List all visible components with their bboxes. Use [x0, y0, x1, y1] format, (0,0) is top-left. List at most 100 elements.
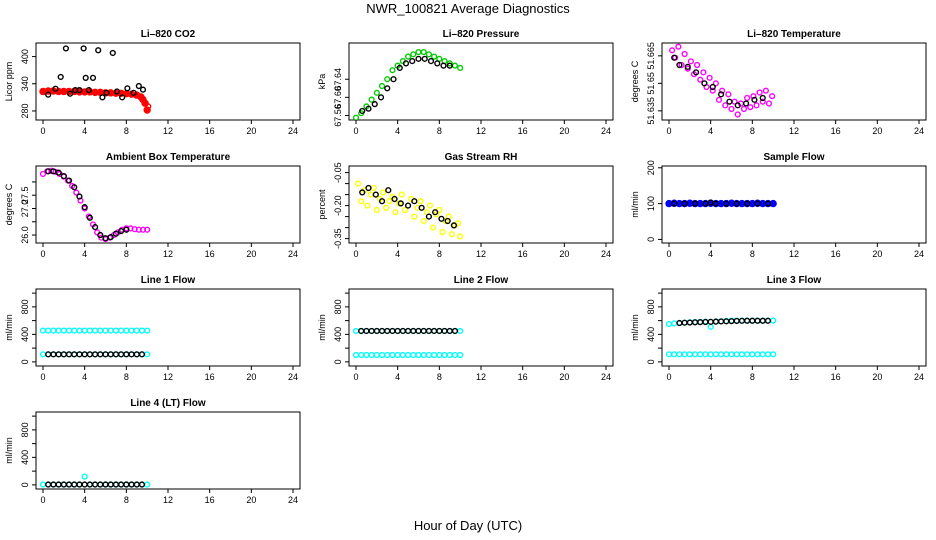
- data-point: [52, 85, 59, 92]
- panel-title: Line 1 Flow: [141, 275, 196, 286]
- data-point: [91, 481, 99, 488]
- plot-frame: [35, 411, 301, 490]
- data-point: [144, 351, 151, 358]
- x-tick-label: 8: [124, 126, 129, 136]
- x-tick-label: 4: [82, 495, 87, 505]
- data-point: [750, 93, 757, 100]
- data-point: [749, 351, 756, 358]
- data-point: [118, 351, 125, 358]
- data-point: [681, 351, 688, 358]
- data-point: [681, 50, 688, 58]
- x-tick-label: 8: [124, 495, 129, 505]
- data-point: [97, 231, 104, 239]
- data-point: [418, 204, 425, 211]
- data-point: [431, 327, 438, 335]
- data-point: [415, 55, 422, 62]
- data-point: [128, 481, 135, 488]
- data-point: [107, 481, 114, 488]
- data-point: [389, 67, 396, 74]
- x-tick-label: 12: [789, 249, 799, 259]
- data-point: [692, 69, 700, 76]
- data-point: [91, 327, 99, 334]
- data-point: [386, 198, 393, 205]
- y-tick-label: -0.05: [333, 162, 343, 183]
- data-point: [39, 170, 47, 178]
- data-point: [765, 100, 773, 107]
- data-point: [135, 82, 142, 90]
- data-point: [373, 351, 380, 359]
- data-point: [65, 177, 73, 184]
- data-point: [394, 351, 401, 359]
- markers: [665, 199, 777, 208]
- panel-title: Sample Flow: [763, 152, 824, 163]
- x-tick-label: 4: [82, 126, 87, 136]
- data-point: [97, 351, 104, 358]
- data-point: [764, 200, 772, 207]
- data-point: [402, 60, 410, 67]
- data-point: [71, 351, 78, 358]
- x-tick-label: 16: [205, 126, 215, 136]
- data-point: [697, 351, 704, 358]
- data-point: [144, 481, 151, 488]
- data-point: [444, 217, 451, 225]
- y-tick-label: 400: [20, 49, 30, 64]
- y-axis-label: kPa: [317, 74, 327, 90]
- x-tick-label: 4: [708, 126, 713, 136]
- data-point: [446, 60, 453, 67]
- x-tick-label: 20: [559, 249, 569, 259]
- data-point: [457, 327, 464, 335]
- y-tick-label: 800: [20, 299, 30, 314]
- x-tick-label: 4: [395, 126, 400, 136]
- data-point: [691, 351, 699, 358]
- data-point: [39, 327, 47, 334]
- data-point: [76, 481, 83, 488]
- data-point: [756, 89, 763, 96]
- data-point: [404, 202, 412, 209]
- x-tick-label: 12: [163, 249, 173, 259]
- data-point: [363, 351, 370, 359]
- x-tick-label: 8: [124, 372, 129, 382]
- data-point: [45, 481, 52, 488]
- y-axis-label: percent: [317, 189, 327, 220]
- data-point: [722, 102, 729, 109]
- data-point: [707, 323, 714, 330]
- data-point: [665, 320, 673, 328]
- data-point: [364, 202, 371, 209]
- data-point: [438, 215, 445, 222]
- data-point: [734, 102, 741, 109]
- plot-frame: [661, 288, 927, 367]
- data-point: [76, 87, 83, 94]
- data-point: [128, 327, 135, 334]
- data-point: [409, 58, 416, 65]
- y-tick-label: 400: [333, 327, 343, 342]
- data-point: [102, 327, 109, 334]
- data-point: [45, 351, 52, 358]
- data-point: [50, 351, 57, 358]
- x-tick-label: 24: [288, 372, 298, 382]
- data-point: [436, 351, 443, 359]
- data-point: [678, 61, 685, 69]
- x-tick-label: 4: [82, 372, 87, 382]
- x-tick-label: 0: [666, 372, 671, 382]
- x-tick-label: 4: [708, 372, 713, 382]
- x-tick-label: 24: [601, 126, 611, 136]
- x-tick-label: 24: [288, 495, 298, 505]
- data-point: [81, 481, 88, 488]
- data-point: [702, 351, 709, 358]
- data-point: [144, 226, 151, 233]
- y-tick-label: 800: [333, 299, 343, 314]
- y-axis-label: ml/min: [630, 314, 640, 341]
- x-tick-label: 0: [40, 126, 45, 136]
- data-point: [415, 351, 422, 359]
- data-point: [138, 351, 146, 358]
- data-point: [399, 327, 406, 335]
- x-tick-label: 20: [872, 126, 882, 136]
- x-tick-label: 12: [163, 495, 173, 505]
- data-point: [62, 45, 70, 52]
- data-point: [676, 61, 683, 69]
- data-point: [747, 104, 754, 111]
- data-point: [50, 168, 57, 175]
- data-point: [425, 327, 433, 335]
- data-point: [138, 327, 146, 334]
